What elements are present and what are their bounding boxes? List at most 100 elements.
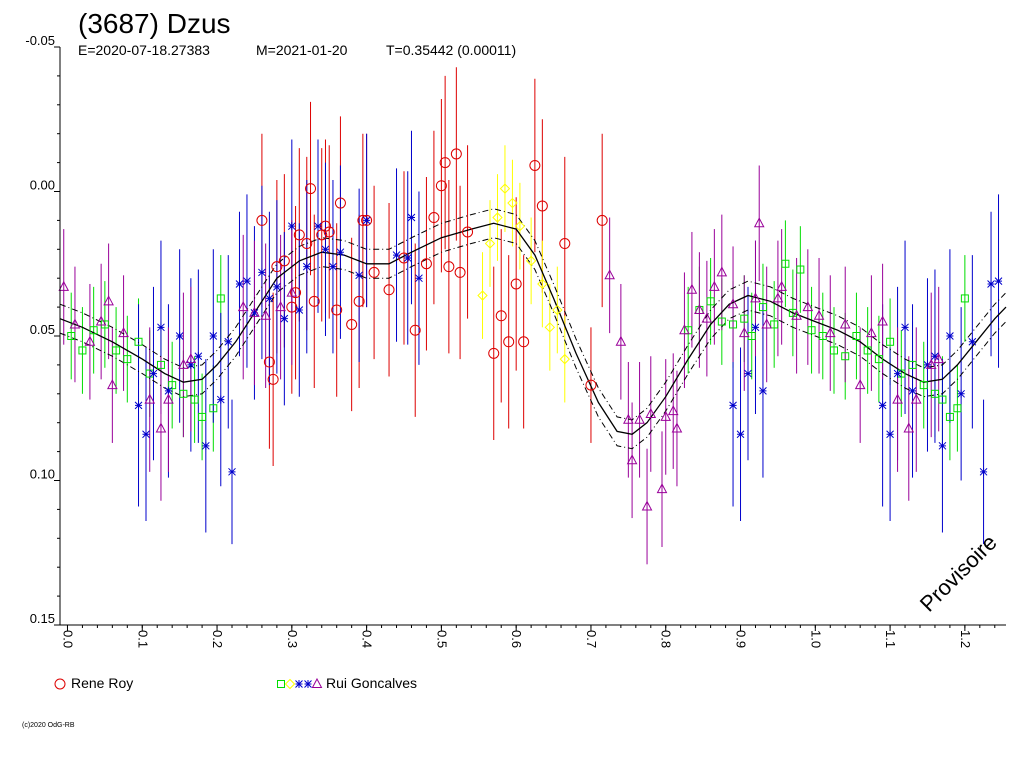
data-point (435, 180, 447, 192)
data-point (886, 337, 895, 346)
axes: -0.05 0.00 0.05 0.10 0.15 0.0 0.1 0.2 0.3 0.4 0.5… (25, 33, 1006, 648)
data-point (874, 355, 883, 364)
data-point (69, 318, 81, 329)
data-point (308, 295, 320, 307)
data-point (796, 265, 805, 274)
data-point (450, 148, 462, 160)
data-point (155, 422, 167, 433)
data-point (228, 467, 236, 476)
data-point (953, 404, 962, 413)
legend-square-marker (277, 680, 285, 688)
x-tick-label: 0.5 (434, 630, 449, 648)
data-point (503, 336, 515, 348)
data-point (866, 327, 877, 338)
epoch-label: E=2020-07-18.27383 (78, 42, 210, 58)
data-point (753, 217, 765, 228)
data-point (271, 261, 283, 273)
data-point (908, 386, 917, 395)
data-point (507, 197, 518, 209)
data-point (250, 308, 259, 317)
data-point (462, 226, 474, 238)
data-point (178, 358, 189, 369)
data-point (910, 393, 922, 404)
data-point (878, 401, 887, 410)
data-point (706, 297, 715, 306)
data-point (280, 314, 289, 323)
data-point (187, 360, 195, 369)
data-point (738, 327, 750, 338)
data-point (770, 320, 779, 329)
data-point (258, 268, 266, 277)
data-point (529, 159, 541, 171)
data-point (495, 310, 507, 322)
legend-label-rui-goncalves: Rui Goncalves (326, 675, 417, 691)
data-point (209, 404, 218, 413)
data-point (623, 413, 634, 424)
data-point (484, 238, 496, 249)
data-point (671, 422, 683, 433)
data-point (278, 255, 290, 267)
data-point (807, 326, 816, 335)
x-tick-label: 0.6 (509, 630, 524, 648)
data-point (302, 262, 311, 271)
data-point (679, 324, 690, 335)
data-point (727, 298, 739, 309)
data-point (544, 322, 556, 333)
data-point (95, 315, 107, 326)
data-point (201, 441, 210, 450)
data-point (112, 346, 121, 355)
data-point (776, 280, 787, 291)
data-point (224, 337, 233, 346)
y-tick-label: 0.05 (30, 322, 55, 337)
data-point (751, 323, 760, 332)
data-point (334, 197, 346, 209)
data-point (67, 332, 76, 340)
data-point (987, 279, 995, 288)
data-point (209, 332, 218, 340)
data-point (428, 212, 440, 224)
data-point (930, 389, 939, 398)
data-point (946, 332, 954, 340)
data-point (237, 301, 249, 312)
y-tick-label: 0.10 (30, 467, 55, 482)
data-point (286, 286, 298, 297)
data-point (142, 430, 150, 439)
x-tick-label: 0.9 (734, 630, 749, 648)
legend-circle-marker (54, 678, 66, 690)
period-label: T=0.35442 (0.00011) (386, 42, 516, 58)
data-point (144, 393, 156, 404)
data-point (392, 251, 401, 260)
data-point (175, 332, 184, 340)
data-point (901, 323, 909, 332)
data-point (134, 401, 143, 410)
data-point (243, 277, 251, 286)
data-point (163, 393, 174, 404)
data-point (886, 430, 894, 439)
data-point (957, 389, 965, 398)
data-point (301, 238, 313, 250)
data-point (362, 216, 371, 225)
data-point (331, 304, 343, 316)
data-point (931, 352, 939, 361)
data-point (454, 266, 466, 278)
x-tick-label: 0.0 (60, 630, 75, 648)
x-tick-label: 0.2 (210, 630, 225, 648)
data-point (709, 280, 720, 291)
data-point (260, 309, 271, 320)
data-point (149, 369, 158, 378)
data-point (355, 271, 363, 280)
data-point (293, 229, 305, 241)
data-point (802, 301, 814, 312)
data-point (249, 306, 260, 317)
data-point (107, 379, 118, 390)
data-point (830, 346, 838, 355)
data-point (938, 395, 947, 404)
data-point (758, 303, 767, 312)
data-point (923, 360, 932, 369)
data-point (863, 346, 872, 355)
error-bars (63, 67, 1000, 565)
data-point (118, 327, 129, 338)
data-point (585, 379, 597, 391)
data-point (179, 389, 188, 398)
